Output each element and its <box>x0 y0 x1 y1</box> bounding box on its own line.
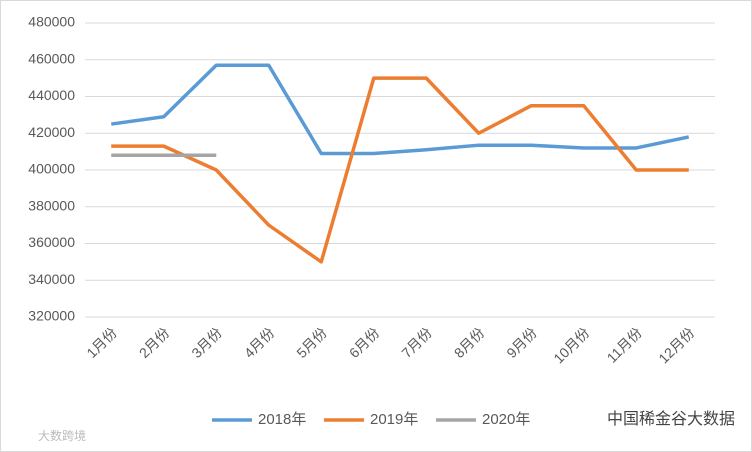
y-tick-label: 360000 <box>28 234 75 250</box>
watermark: 中国稀金谷大数据 <box>607 410 735 428</box>
y-tick-label: 380000 <box>28 197 75 213</box>
y-tick-label: 440000 <box>28 87 75 103</box>
series-line <box>111 63 690 156</box>
y-tick-label: 400000 <box>28 161 75 177</box>
y-tick-label: 420000 <box>28 124 75 140</box>
y-tick-label: 340000 <box>28 271 75 287</box>
legend-label: 2019年 <box>370 411 418 428</box>
y-tick-label: 480000 <box>28 14 75 30</box>
legend-label: 2018年 <box>258 411 306 428</box>
series-line <box>111 76 689 264</box>
y-tick-label: 460000 <box>28 50 75 66</box>
watermark: 大数跨境 <box>38 428 86 443</box>
legend-label: 2020年 <box>482 411 530 428</box>
y-tick-label: 320000 <box>28 308 75 324</box>
